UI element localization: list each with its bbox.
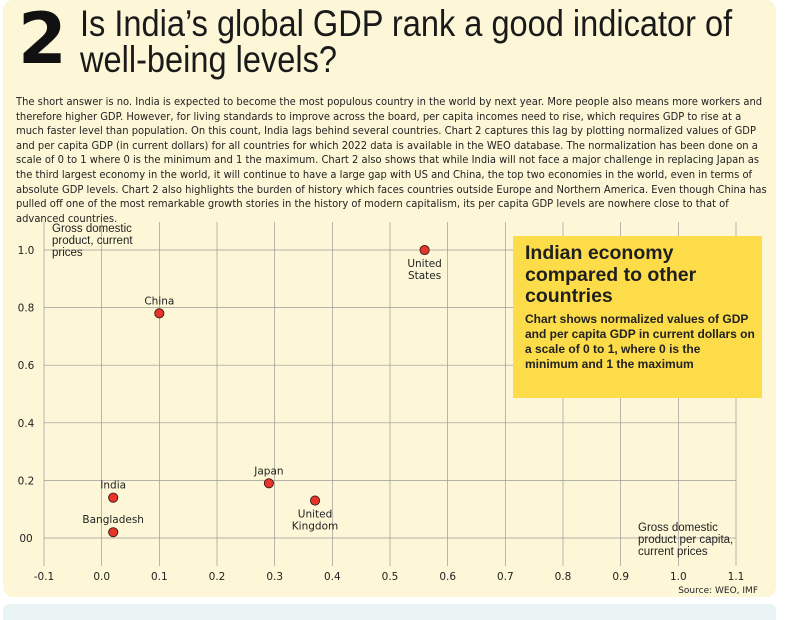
x-tick-label: 0.6	[439, 571, 456, 583]
point-label: Kingdom	[292, 521, 338, 533]
data-point	[309, 495, 321, 506]
y-tick-label: 1.0	[18, 245, 35, 257]
x-axis-label: Gross domestic	[638, 522, 718, 534]
x-tick-label: 0.8	[555, 571, 572, 583]
y-tick-label: 00	[19, 533, 32, 545]
x-tick-label: 1.0	[670, 571, 687, 583]
x-tick-label: 1.1	[728, 571, 745, 583]
x-tick-label: 0.7	[497, 571, 514, 583]
x-tick-label: 0.0	[93, 571, 110, 583]
callout-title-line: compared to other	[525, 263, 697, 286]
x-tick-label: -0.1	[34, 571, 55, 583]
callout-title: Indian economy compared to other countri…	[525, 242, 755, 308]
x-tick-label: 0.1	[151, 571, 168, 583]
y-axis-label: product, current	[52, 235, 133, 247]
headline-line-1: Is India’s global GDP rank a good indica…	[80, 3, 733, 44]
callout-title-line: countries	[525, 285, 613, 307]
x-tick-label: 0.5	[382, 571, 399, 583]
x-tick-label: 0.2	[209, 571, 226, 583]
point-label: United	[298, 509, 333, 521]
point-label: China	[144, 295, 174, 307]
body-text: The short answer is no. India is expecte…	[16, 96, 767, 225]
source-note: Source: WEO, IMF	[678, 586, 758, 596]
y-axis-label: prices	[52, 247, 83, 259]
x-axis-label: product per capita,	[638, 534, 733, 546]
data-point	[154, 308, 165, 319]
data-point	[108, 527, 119, 538]
x-tick-label: 0.4	[324, 571, 341, 583]
y-tick-label: 0.4	[18, 418, 35, 430]
point-label: Japan	[253, 465, 283, 477]
y-tick-label: 0.8	[18, 303, 35, 315]
x-axis-label: current prices	[638, 546, 708, 558]
data-point	[419, 244, 430, 256]
next-section-strip	[3, 604, 776, 620]
x-tick-label: 0.3	[266, 571, 283, 583]
point-label: United	[407, 258, 442, 270]
headline: Is India’s global GDP rank a good indica…	[80, 3, 733, 80]
y-axis-label: Gross domestic	[52, 223, 132, 235]
y-tick-label: 0.6	[18, 360, 35, 372]
section-number: 2	[18, 0, 67, 80]
chart-callout-box: Indian economy compared to other countri…	[513, 236, 762, 398]
data-point	[263, 478, 274, 489]
point-label: India	[100, 480, 126, 492]
headline-line-2: well-being levels?	[80, 39, 338, 80]
callout-title-line: Indian economy	[525, 242, 674, 264]
data-point	[108, 492, 119, 503]
callout-subtitle: Chart shows normalized values of GDP and…	[525, 312, 755, 371]
x-tick-label: 0.9	[612, 571, 629, 583]
point-label: States	[408, 270, 441, 282]
point-label: Bangladesh	[82, 514, 144, 526]
y-tick-label: 0.2	[18, 475, 35, 487]
